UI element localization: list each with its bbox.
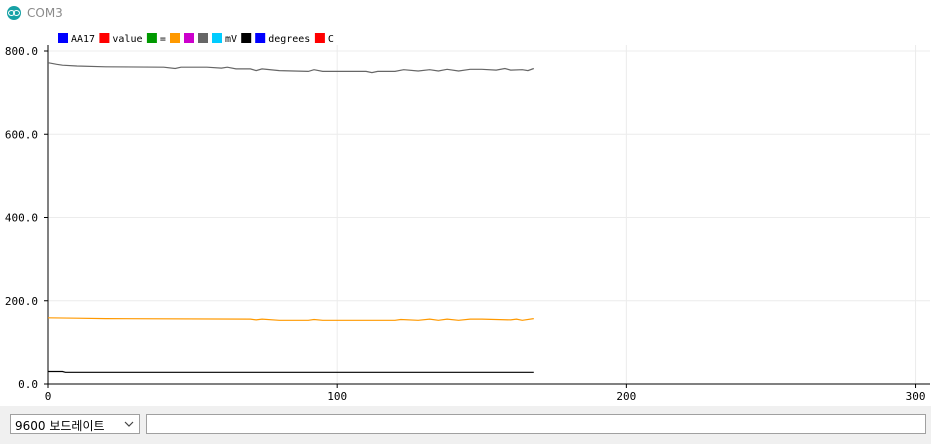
y-tick-label: 0.0 [18, 378, 38, 391]
legend-swatch [241, 33, 252, 43]
x-tick-label: 200 [616, 390, 636, 403]
serial-send-input[interactable] [146, 414, 926, 434]
series-line [47, 62, 535, 74]
y-tick-label: 800.0 [5, 45, 38, 58]
legend-label: degrees [268, 34, 310, 45]
legend-swatch [170, 33, 180, 43]
baud-rate-select[interactable]: 9600 보드레이트 [10, 414, 140, 434]
baud-rate-label: 9600 보드레이트 [15, 419, 105, 433]
legend-label: AA17 [71, 34, 95, 45]
bottom-toolbar: 9600 보드레이트 [0, 406, 931, 444]
legend-swatch [184, 33, 194, 43]
x-tick-label: 0 [45, 390, 52, 403]
legend-label: value [112, 34, 142, 45]
arduino-icon [7, 6, 21, 20]
legend-swatch [198, 33, 208, 43]
legend-swatch [212, 33, 222, 43]
legend-label: = [160, 34, 166, 45]
legend: AA17 value = mV degrees C [58, 33, 334, 45]
legend-swatch [314, 33, 325, 43]
chevron-down-icon [124, 421, 134, 427]
x-tick-label: 100 [327, 390, 347, 403]
series-line [47, 317, 534, 321]
y-tick-label: 400.0 [5, 212, 38, 225]
grid [48, 45, 930, 384]
legend-swatch [58, 33, 68, 43]
x-tick-label: 300 [906, 390, 926, 403]
legend-swatch [99, 33, 110, 43]
y-tick-label: 600.0 [5, 128, 38, 141]
title-bar: COM3 [0, 0, 931, 27]
y-tick-label: 200.0 [5, 295, 38, 308]
legend-label: C [328, 34, 334, 45]
legend-swatch [146, 33, 157, 43]
legend-label: mV [225, 34, 237, 45]
window-title: COM3 [27, 6, 63, 20]
series [47, 62, 535, 373]
serial-plotter-chart: 0.0 200.0 400.0 600.0 800.0 0 100 200 300 AA17 va… [5, 33, 930, 403]
legend-swatch [255, 33, 266, 43]
axes: 0.0 200.0 400.0 600.0 800.0 0 100 200 300 [5, 45, 930, 403]
series-line [48, 370, 534, 373]
